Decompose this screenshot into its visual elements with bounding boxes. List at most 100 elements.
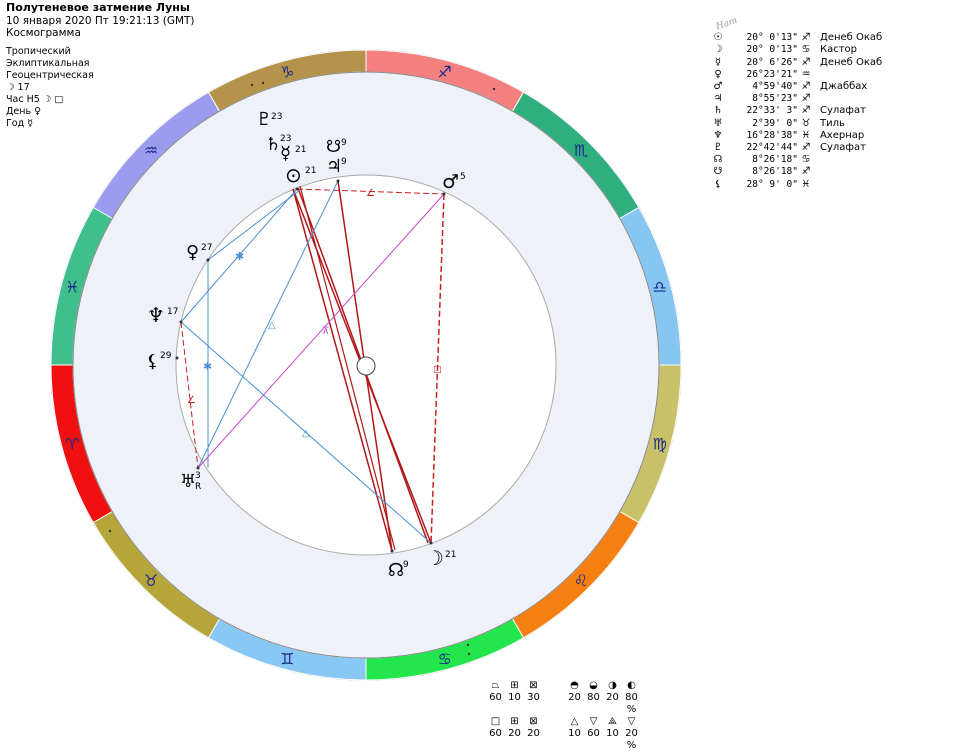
planet-glyph-icon: ☉	[713, 32, 723, 44]
stat-value	[543, 692, 565, 716]
planet-position: 2°39' 0"	[752, 117, 798, 129]
table-row: ♅ 2°39' 0" ♉ Тиль	[710, 118, 882, 130]
pluto-degree: 23	[271, 112, 282, 122]
table-row: ♄ 22°33' 3" ♐ Сулафат	[710, 105, 882, 117]
zodiac-sign-icon: ♈	[65, 435, 79, 454]
zodiac-sign-icon: ♒	[144, 141, 158, 160]
planetary-hour: Час Н5 ☽ □	[6, 93, 64, 105]
planet-position: 20° 6'26"	[746, 56, 798, 68]
stat-icon: △	[570, 716, 579, 727]
aspect-venus-sun	[207, 189, 301, 261]
table-row: ☉ 20° 0'13" ♐ Денеб Окаб	[710, 32, 883, 44]
planet-position: 22°42'44"	[746, 142, 798, 154]
south-node-icon: ☋	[326, 137, 341, 157]
table-row: ♀ 26°23'21" ♒	[710, 69, 882, 81]
stat-icon: ⊞	[510, 716, 519, 727]
sign-glyph-icon: ♒	[801, 68, 811, 80]
zodiac-sign-icon: ♋	[438, 650, 452, 669]
sign-glyph-icon: ♐	[801, 32, 811, 44]
sign-glyph-icon: ♓	[801, 129, 811, 141]
planet-glyph-icon: ♂	[713, 81, 723, 93]
moon-day: ☽ 17	[6, 81, 30, 93]
stat-icon: ◒	[589, 680, 598, 691]
planet-glyph-icon: ☽	[713, 44, 723, 56]
planet-points	[175, 179, 446, 553]
table-row: ♆ 16°28'38" ♓ Ахернар	[710, 130, 882, 142]
stats-row-1-glyphs: ⏢ ⊞ ⊠ ◓ ◒ ◑ ◐	[486, 680, 641, 692]
aspect-mars-moon	[430, 193, 445, 544]
uranus-icon: ♅	[180, 471, 196, 492]
fixed-star: Сулафат	[820, 105, 866, 117]
jupiter-icon: ♃	[326, 156, 342, 177]
saturn-icon: ♄	[265, 134, 281, 155]
zodiac-type: Тропический	[6, 45, 71, 57]
planet-position: 16°28'38"	[746, 129, 798, 141]
aspect-sun-mars	[296, 188, 445, 195]
lilith-degree: 29	[160, 351, 172, 361]
stats-row-1-values: 60 10 30 20 80 20 80 %	[486, 692, 641, 716]
coordinate-type: Эклиптикальная	[6, 57, 90, 69]
planet-glyph-icon: ☿	[714, 56, 722, 68]
planet-position: 20° 0'13"	[746, 44, 798, 56]
sign-glyph-icon: ♐	[801, 93, 811, 105]
planet-positions-table: Нат ☉ 20° 0'13" ♐ Денеб Окаб ☽ 20° 0'13" ♋ Каст…	[710, 15, 883, 191]
fixed-star: Сулафат	[820, 142, 866, 154]
svg-text:△: △	[268, 320, 276, 331]
sun-degree: 21	[305, 166, 316, 176]
year-ruler: Год ☿	[6, 117, 34, 129]
chart-kind: Космограмма	[6, 27, 81, 39]
sign-glyph-icon: ♋	[801, 44, 811, 56]
planet-glyph-icon: ♇	[713, 142, 723, 154]
stat-value: 10	[508, 692, 521, 703]
north-node-degree: 9	[403, 560, 409, 570]
zodiac-sectors: ♒ ♑ ♐ ♏ ♎ ♍ ♌ ♋ ♊ ♉ ♈ ♓	[50, 49, 682, 681]
sign-glyph-icon: ♉	[801, 117, 811, 129]
stat-value: 80	[587, 692, 600, 703]
table-label: Нат	[714, 15, 739, 33]
sun-icon: ⊙	[285, 163, 302, 187]
chart-header: Полутеневое затмение Луны 10 января 2020…	[6, 1, 195, 130]
planet-glyph-icon: ☊	[713, 154, 723, 166]
mercury-degree: 21	[295, 145, 306, 155]
stat-value: 30	[527, 692, 540, 703]
svg-text:✱: ✱	[235, 250, 244, 263]
zodiac-sign-icon: ♊	[280, 650, 294, 669]
element-statistics: ⏢ ⊞ ⊠ ◓ ◒ ◑ ◐ 60 10 30 20 80 20 80 % □ ⊞ ⊠ △ ▽ ⟁ ▽ 60 20 20 1…	[486, 680, 641, 752]
stat-icon: ⊞	[510, 680, 519, 691]
planet-position: 8°55'23"	[752, 93, 798, 105]
stat-value: 20	[606, 692, 619, 703]
fixed-star: Денеб Окаб	[820, 32, 883, 44]
south-node-degree: 9	[341, 138, 347, 148]
moon-degree: 21	[445, 550, 456, 560]
zodiac-sign-icon: ♉	[144, 571, 158, 590]
planet-glyph-icon: ⚸	[714, 178, 722, 190]
fixed-star: Джаббах	[820, 81, 868, 93]
table-row: ☿ 20° 6'26" ♐ Денеб Окаб	[710, 57, 882, 69]
aspect-neptune-uranus	[180, 321, 199, 469]
planet-glyph-icon: ♃	[713, 93, 723, 105]
svg-text:⊼: ⊼	[322, 326, 329, 337]
aspect-sun-northnode	[292, 188, 393, 552]
chart-title: Полутеневое затмение Луны	[6, 1, 190, 14]
sign-glyph-icon: ♐	[801, 166, 811, 178]
svg-text:∠: ∠	[187, 395, 196, 406]
zodiac-sign-icon: ♏	[574, 141, 588, 160]
planet-position: 8°26'18"	[752, 154, 798, 166]
venus-icon: ♀	[186, 242, 199, 263]
fixed-star: Кастор	[820, 44, 858, 56]
planet-position: 28° 9' 0"	[746, 178, 798, 190]
mercury-icon: ☿	[280, 143, 291, 164]
stat-value: 80 %	[625, 692, 638, 715]
fixed-star: Тиль	[820, 117, 845, 129]
table-row: ♂ 4°59'40" ♐ Джаббах	[710, 81, 882, 93]
zodiac-sign-icon: ♓	[65, 277, 79, 296]
table-row: ♃ 8°55'23" ♐	[710, 93, 882, 105]
mars-degree: 5	[460, 172, 466, 182]
aspect-neptune-sun	[180, 188, 298, 323]
aspect-pluto-northnode	[299, 185, 396, 551]
mars-icon: ♂	[442, 171, 459, 193]
chart-datetime: 10 января 2020 Пт 19:21:13 (GMT)	[6, 14, 195, 27]
moon-icon: ☽	[426, 546, 444, 570]
planet-position: 4°59'40"	[752, 81, 798, 93]
neptune-icon: ♆	[147, 303, 165, 327]
